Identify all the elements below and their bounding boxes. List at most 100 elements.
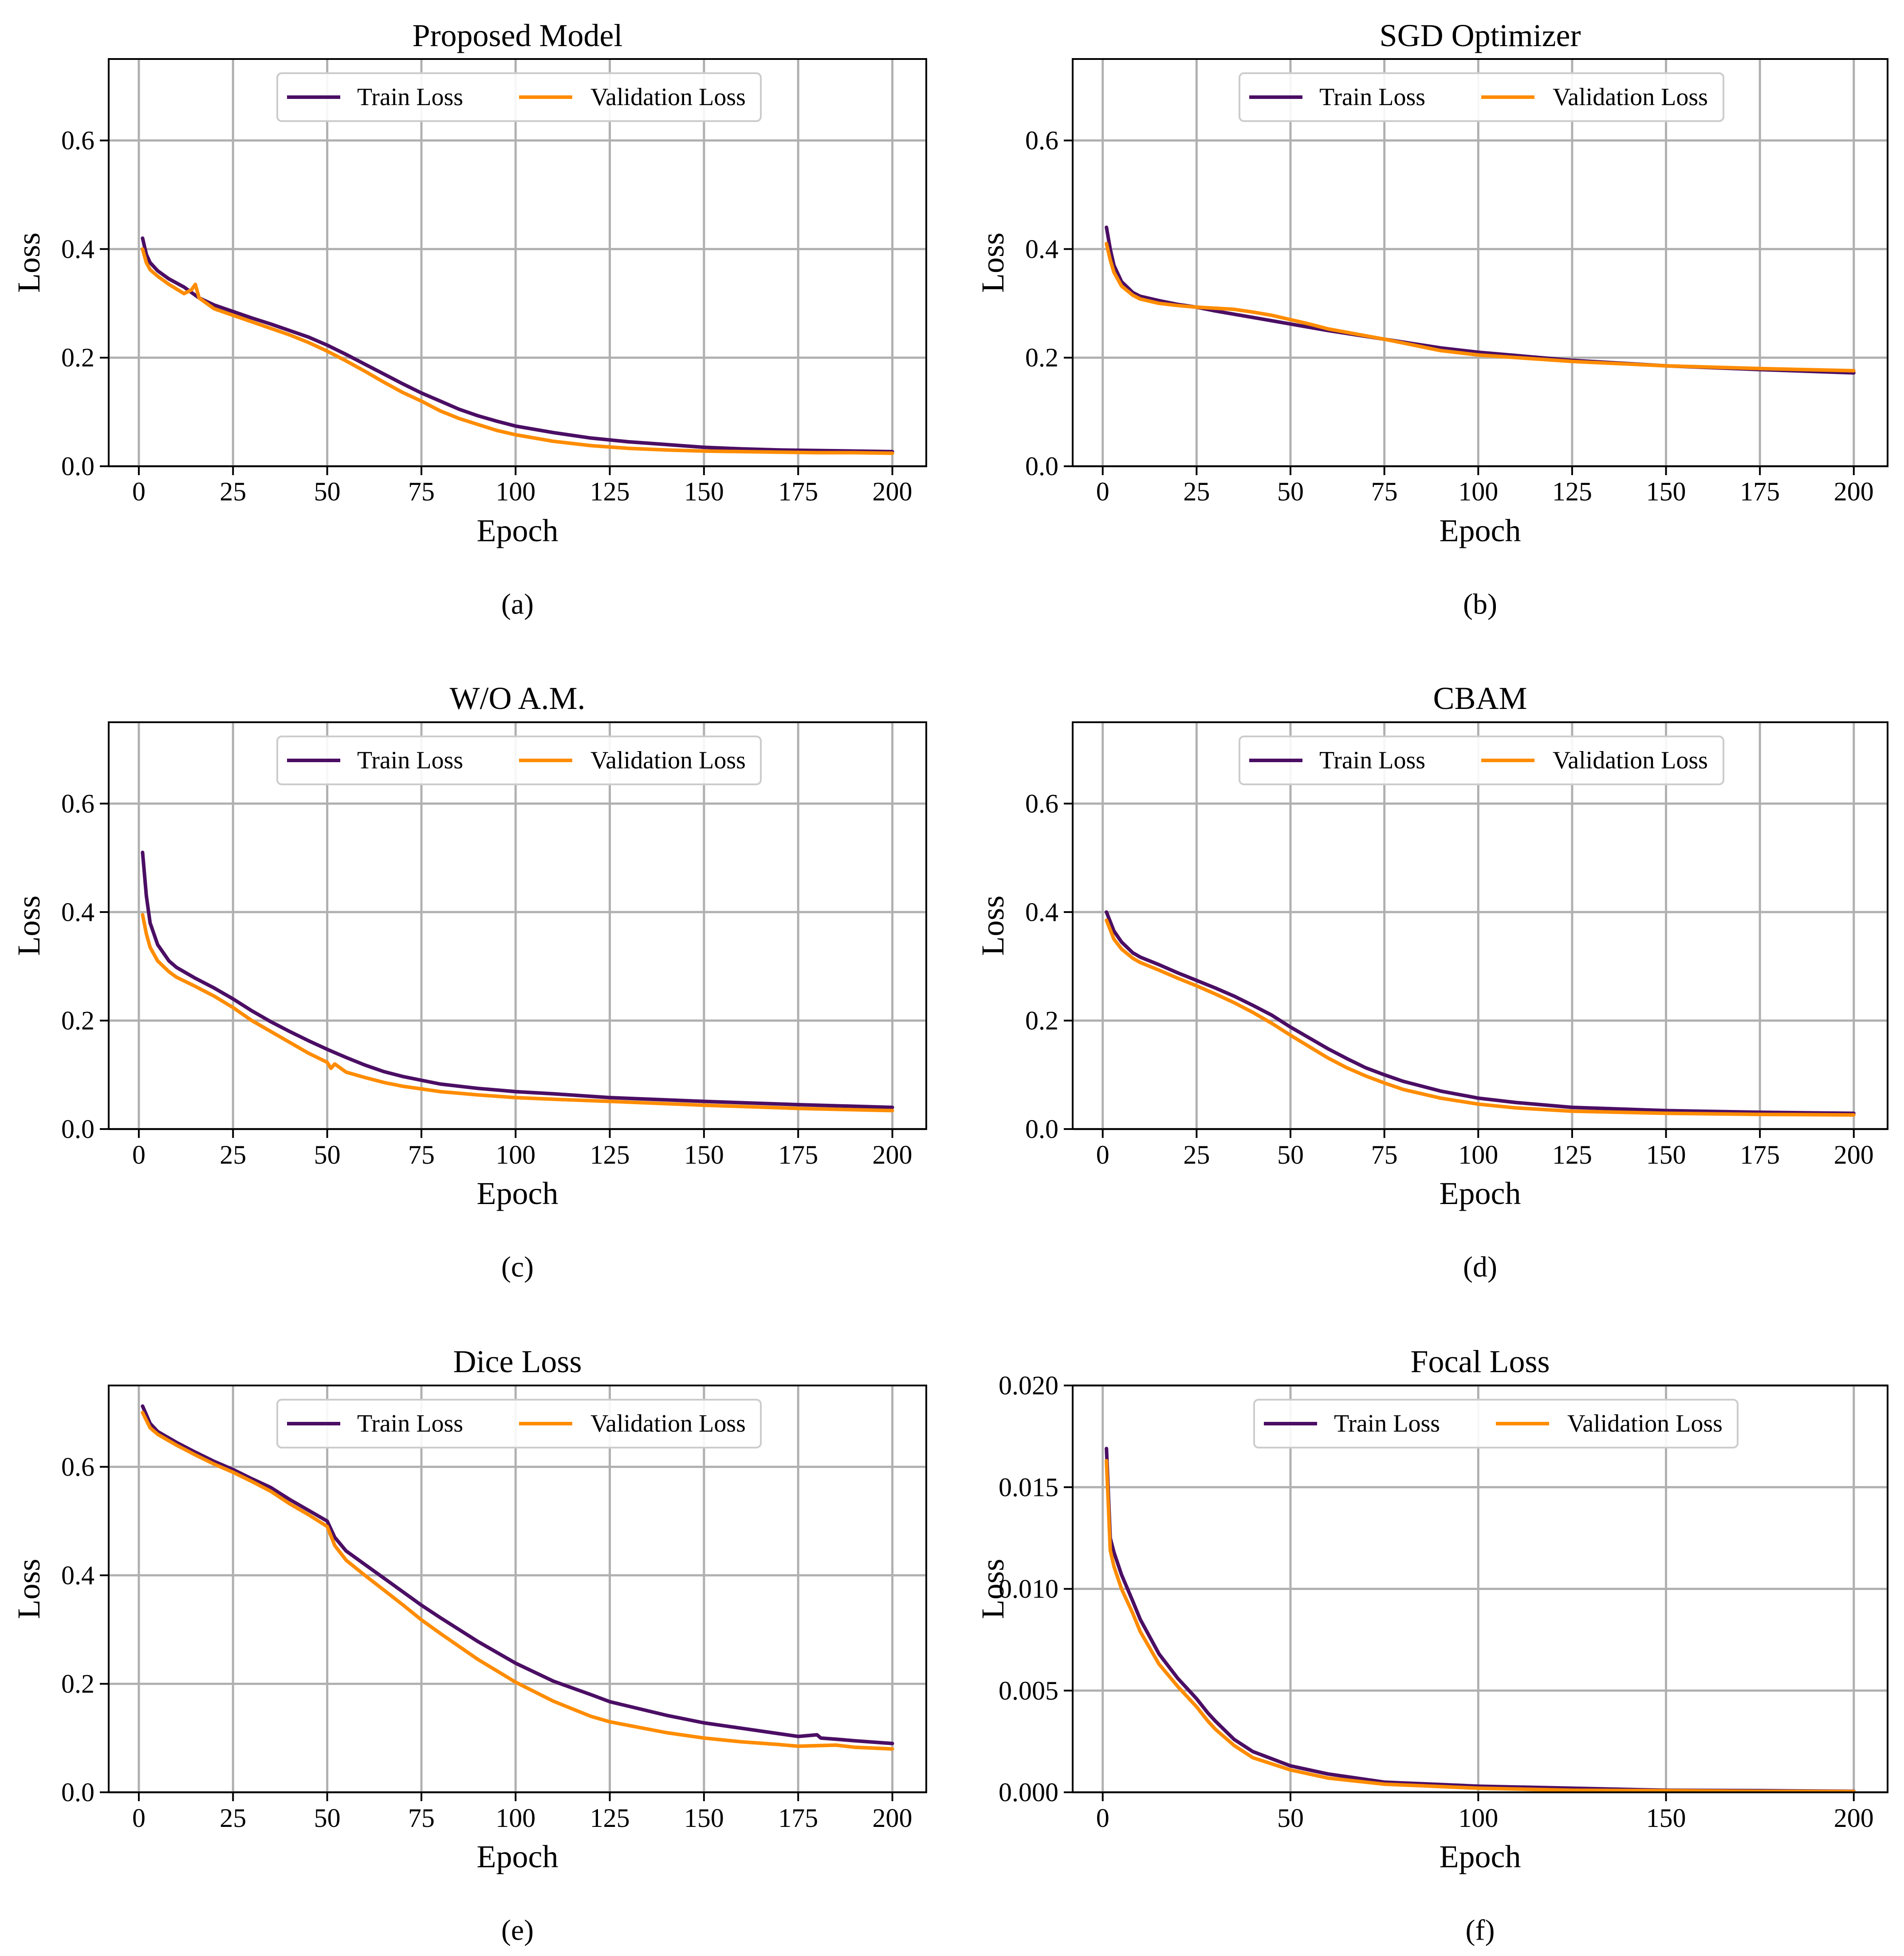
legend: Train Loss Validation Loss: [276, 72, 762, 122]
validation-loss-line: [1105, 1459, 1856, 1792]
x-tick-label: 175: [778, 477, 818, 506]
validation-loss-line: [141, 913, 894, 1113]
legend-train-label: Train Loss: [357, 1410, 463, 1437]
y-axis-label: Loss: [975, 1559, 1011, 1619]
x-tick-label: 100: [1458, 477, 1498, 506]
y-tick-label: 0.2: [1025, 1006, 1058, 1035]
legend: Train Loss Validation Loss: [1253, 1399, 1739, 1448]
x-axis-label: Epoch: [477, 1839, 559, 1874]
x-tick-label: 100: [1458, 1803, 1498, 1833]
y-tick-label: 0.4: [61, 1561, 94, 1590]
x-tick-label: 125: [1552, 477, 1592, 506]
train-loss-line: [141, 236, 894, 453]
x-tick-label: 150: [1646, 1803, 1686, 1833]
x-tick-label: 75: [408, 1140, 435, 1169]
legend-train-label: Train Loss: [1319, 83, 1425, 111]
x-tick-label: 200: [1834, 477, 1874, 506]
train-loss-line: [141, 1404, 894, 1745]
legend: Train Loss Validation Loss: [1239, 736, 1724, 785]
x-tick-label: 75: [408, 477, 435, 506]
legend: Train Loss Validation Loss: [276, 736, 762, 785]
x-tick-label: 150: [684, 477, 724, 506]
plot-frame: [108, 721, 927, 1130]
chart-panel-a: 0 25 50 75 100 125 150 175 200 0.0 0.2 0.4 0.6 Propos…: [11, 18, 927, 621]
x-tick-label: 25: [220, 1803, 246, 1833]
y-tick-label: 0.6: [61, 1452, 94, 1481]
x-tick-label: 175: [778, 1803, 818, 1833]
x-tick-label: 0: [1096, 1140, 1109, 1169]
y-tick-label: 0.000: [999, 1778, 1058, 1807]
y-tick-label: 0.2: [61, 1669, 94, 1698]
x-tick-label: 25: [220, 1140, 246, 1169]
x-tick-label: 150: [1646, 1140, 1686, 1169]
subfigure-caption: (c): [501, 1251, 534, 1283]
x-tick-label: 175: [778, 1140, 818, 1169]
y-axis-label: Loss: [11, 895, 47, 956]
legend-validation-label: Validation Loss: [1553, 83, 1708, 111]
subfigure-caption: (f): [1466, 1914, 1495, 1947]
y-axis-label: Loss: [975, 232, 1011, 293]
train-loss-line: [1105, 1447, 1856, 1792]
plot-frame: [1072, 58, 1888, 467]
subfigure-caption: (e): [501, 1914, 534, 1947]
legend-validation-label: Validation Loss: [1553, 747, 1708, 774]
x-tick-label: 150: [684, 1803, 724, 1833]
x-tick-label: 125: [1552, 1140, 1592, 1169]
legend-validation-label: Validation Loss: [1567, 1410, 1723, 1437]
x-tick-label: 50: [314, 477, 341, 506]
x-tick-label: 100: [496, 1140, 535, 1169]
subfigure-caption: (a): [501, 588, 534, 621]
y-tick-label: 0.020: [999, 1371, 1058, 1400]
plot-frame: [108, 1385, 927, 1793]
chart-title: SGD Optimizer: [1380, 18, 1581, 53]
y-tick-label: 0.6: [1025, 789, 1058, 818]
legend-validation-label: Validation Loss: [590, 1410, 746, 1437]
plot-frame: [1072, 721, 1888, 1130]
y-tick-label: 0.6: [61, 126, 94, 155]
x-axis-label: Epoch: [1440, 513, 1521, 548]
x-tick-label: 75: [1371, 1140, 1398, 1169]
chart-title: CBAM: [1433, 681, 1527, 716]
legend-train-label: Train Loss: [1334, 1410, 1440, 1437]
x-tick-label: 0: [132, 1140, 146, 1169]
legend-train-label: Train Loss: [357, 83, 463, 111]
y-tick-label: 0.005: [999, 1676, 1058, 1705]
x-tick-label: 150: [1646, 477, 1686, 506]
train-loss-line: [1105, 910, 1856, 1115]
x-tick-label: 50: [314, 1140, 341, 1169]
x-tick-label: 200: [873, 1803, 913, 1833]
x-tick-label: 75: [408, 1803, 435, 1833]
x-tick-label: 200: [873, 1140, 913, 1169]
validation-loss-line: [1105, 918, 1856, 1117]
subfigure-caption: (d): [1463, 1251, 1497, 1283]
y-tick-label: 0.6: [61, 789, 94, 818]
validation-loss-line: [1105, 242, 1856, 373]
y-tick-label: 0.015: [999, 1472, 1058, 1502]
legend: Train Loss Validation Loss: [276, 1399, 762, 1448]
chart-panel-d: 0 25 50 75 100 125 150 175 200 0.0 0.2 0.4 0.6 CBAM Ep…: [975, 681, 1888, 1283]
x-tick-label: 0: [1096, 1803, 1109, 1833]
legend: Train Loss Validation Loss: [1239, 72, 1724, 122]
y-tick-label: 0.010: [999, 1574, 1058, 1604]
legend-train-label: Train Loss: [357, 747, 463, 774]
chart-title: W/O A.M.: [450, 681, 586, 716]
chart-title: Dice Loss: [453, 1344, 582, 1379]
plot-frame: [108, 58, 927, 467]
y-tick-label: 0.4: [61, 234, 94, 264]
y-tick-label: 0.0: [61, 1778, 94, 1807]
y-axis-label: Loss: [975, 895, 1011, 956]
x-tick-label: 0: [1096, 477, 1109, 506]
x-tick-label: 0: [132, 477, 146, 506]
x-tick-label: 100: [496, 477, 535, 506]
y-tick-label: 0.2: [1025, 343, 1058, 372]
x-axis-label: Epoch: [1440, 1839, 1521, 1874]
x-tick-label: 50: [1277, 1803, 1304, 1833]
chart-title: Focal Loss: [1411, 1344, 1550, 1379]
x-tick-label: 50: [1277, 1140, 1304, 1169]
y-axis-label: Loss: [11, 1559, 47, 1619]
chart-panel-c: 0 25 50 75 100 125 150 175 200 0.0 0.2 0.4 0.6 W/O A.…: [11, 681, 927, 1283]
validation-loss-line: [141, 1411, 894, 1751]
x-tick-label: 200: [1834, 1803, 1874, 1833]
x-tick-label: 175: [1740, 477, 1780, 506]
x-tick-label: 200: [873, 477, 913, 506]
